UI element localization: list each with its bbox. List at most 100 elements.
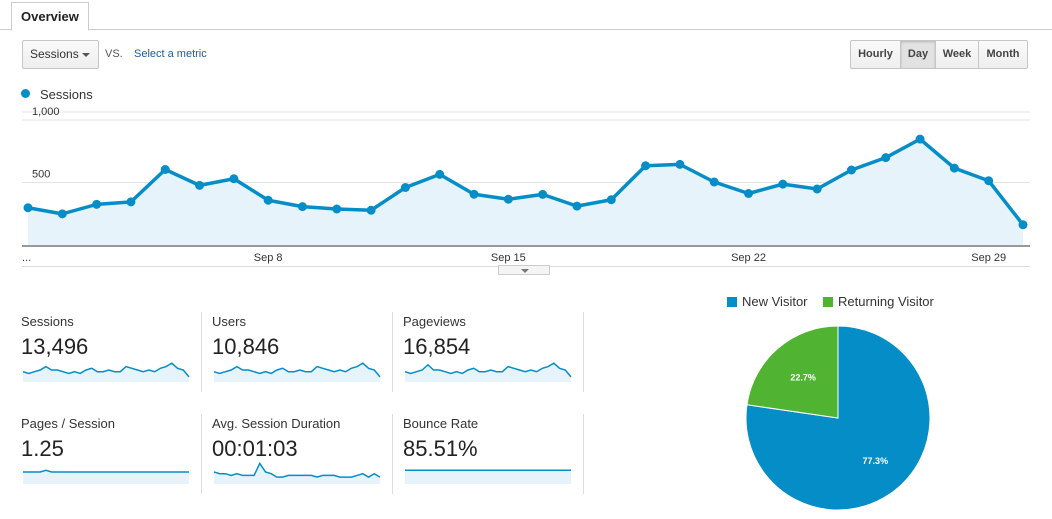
chart-legend-label[interactable]: Sessions xyxy=(40,87,93,102)
x-tick-label: Sep 8 xyxy=(254,252,283,264)
metric-tile-users[interactable]: Users 10,846 xyxy=(212,314,402,394)
day-button[interactable]: Day xyxy=(901,40,936,69)
sessions-data-point[interactable] xyxy=(744,189,754,198)
sparkline-area xyxy=(405,470,571,484)
interval-button-group: Hourly Day Week Month xyxy=(850,40,1028,69)
sessions-data-point[interactable] xyxy=(263,195,273,205)
tile-divider xyxy=(392,414,393,494)
sparkline-area xyxy=(23,363,189,382)
sessions-data-point[interactable] xyxy=(92,199,102,209)
pie-legend-label: Returning Visitor xyxy=(838,294,934,309)
sessions-data-point[interactable] xyxy=(1018,220,1028,230)
pageviews-sparkline xyxy=(405,362,572,382)
sessions-data-point[interactable] xyxy=(675,159,685,169)
tab-overview[interactable]: Overview xyxy=(11,2,89,31)
avg-session-duration-sparkline xyxy=(214,461,381,484)
collapse-arrow-icon xyxy=(521,269,529,273)
tile-divider xyxy=(201,312,202,392)
sessions-line xyxy=(27,137,1025,226)
metric-select-value: Sessions xyxy=(30,47,79,61)
metric-tile-bounce-rate[interactable]: Bounce Rate 85.51% xyxy=(403,416,593,496)
pages-per-session-sparkline xyxy=(23,469,189,484)
sessions-data-point[interactable] xyxy=(915,134,925,144)
metric-value: 10,846 xyxy=(212,334,280,359)
sessions-data-point[interactable] xyxy=(641,161,651,171)
hourly-button[interactable]: Hourly xyxy=(850,40,901,69)
sessions-data-point[interactable] xyxy=(881,153,891,163)
metric-label: Sessions xyxy=(21,314,74,329)
metric-label: Pageviews xyxy=(403,314,466,329)
sessions-data-point[interactable] xyxy=(606,195,616,205)
tile-divider xyxy=(392,312,393,392)
pie-legend-label: New Visitor xyxy=(742,294,808,309)
sessions-data-point[interactable] xyxy=(503,194,513,204)
sessions-data-point[interactable] xyxy=(778,179,788,189)
tile-divider xyxy=(583,414,584,494)
sparkline-area xyxy=(405,363,571,382)
sparkline-line xyxy=(23,469,189,473)
metric-label: Pages / Session xyxy=(21,416,115,431)
metric-label: Users xyxy=(212,314,246,329)
sessions-data-point[interactable] xyxy=(538,189,548,199)
sparkline-area xyxy=(23,470,189,484)
users-sparkline xyxy=(214,362,381,382)
metric-tile-pageviews[interactable]: Pageviews 16,854 xyxy=(403,314,593,394)
metric-label: Avg. Session Duration xyxy=(212,416,341,431)
metric-tile-pages-per-session[interactable]: Pages / Session 1.25 xyxy=(21,416,211,496)
pie-legend-returning-visitor[interactable]: Returning Visitor xyxy=(823,294,934,309)
sessions-data-point[interactable] xyxy=(846,165,856,175)
sessions-data-point[interactable] xyxy=(812,184,822,194)
pie-slice-returning-visitor[interactable] xyxy=(746,325,839,419)
sessions-data-point[interactable] xyxy=(469,189,479,199)
sessions-data-point[interactable] xyxy=(23,203,33,213)
sessions-data-point[interactable] xyxy=(366,205,376,215)
sessions-data-point[interactable] xyxy=(57,209,67,219)
bounce-rate-sparkline xyxy=(405,469,571,484)
metric-label: Bounce Rate xyxy=(403,416,479,431)
sparkline-line xyxy=(214,461,381,479)
month-button[interactable]: Month xyxy=(979,40,1028,69)
metric-tile-avg-session-duration[interactable]: Avg. Session Duration 00:01:03 xyxy=(212,416,402,496)
sessions-data-point[interactable] xyxy=(126,197,136,207)
visitor-type-pie-chart: 77.3% 22.7% xyxy=(745,325,931,511)
tile-divider xyxy=(201,414,202,494)
metric-value: 13,496 xyxy=(21,334,89,359)
chart-collapse-handle[interactable] xyxy=(498,265,550,275)
sparkline-line xyxy=(23,362,190,378)
week-button[interactable]: Week xyxy=(936,40,979,69)
pie-slice-label: 22.7% xyxy=(790,373,816,383)
sparkline-area xyxy=(214,463,380,484)
metric-select[interactable]: Sessions xyxy=(22,40,99,69)
metric-value: 00:01:03 xyxy=(212,436,298,461)
sessions-data-point[interactable] xyxy=(297,202,307,212)
sessions-data-point[interactable] xyxy=(984,176,994,186)
sparkline-line xyxy=(405,362,572,378)
sessions-data-point[interactable] xyxy=(332,204,342,214)
sessions-data-point[interactable] xyxy=(949,163,959,173)
metric-value: 16,854 xyxy=(403,334,471,359)
pie-slice-label: 77.3% xyxy=(863,456,889,466)
vs-label: VS. xyxy=(105,48,123,60)
sessions-data-point[interactable] xyxy=(435,169,445,179)
sessions-area xyxy=(28,139,1023,245)
metric-tile-sessions[interactable]: Sessions 13,496 xyxy=(21,314,211,394)
sessions-data-point[interactable] xyxy=(195,180,205,190)
sessions-data-point[interactable] xyxy=(400,183,410,192)
metric-value: 1.25 xyxy=(21,436,64,461)
pie-legend-new-visitor[interactable]: New Visitor xyxy=(727,294,808,309)
new-visitor-swatch-icon xyxy=(727,297,737,307)
tab-bar: Overview xyxy=(0,0,1052,31)
sessions-legend-dot-icon xyxy=(21,89,30,98)
sessions-data-point[interactable] xyxy=(572,201,582,211)
sessions-data-point[interactable] xyxy=(160,165,170,174)
x-tick-label: Sep 29 xyxy=(971,252,1006,264)
sessions-data-point[interactable] xyxy=(229,174,239,184)
x-tick-label: ... xyxy=(22,252,31,264)
returning-visitor-swatch-icon xyxy=(823,297,833,307)
x-tick-label: Sep 22 xyxy=(731,252,766,264)
sessions-data-point[interactable] xyxy=(709,177,719,187)
y-tick-label: 1,000 xyxy=(32,106,60,118)
metric-value: 85.51% xyxy=(403,436,478,461)
select-metric-link[interactable]: Select a metric xyxy=(134,48,207,60)
sparkline-area xyxy=(214,363,380,382)
